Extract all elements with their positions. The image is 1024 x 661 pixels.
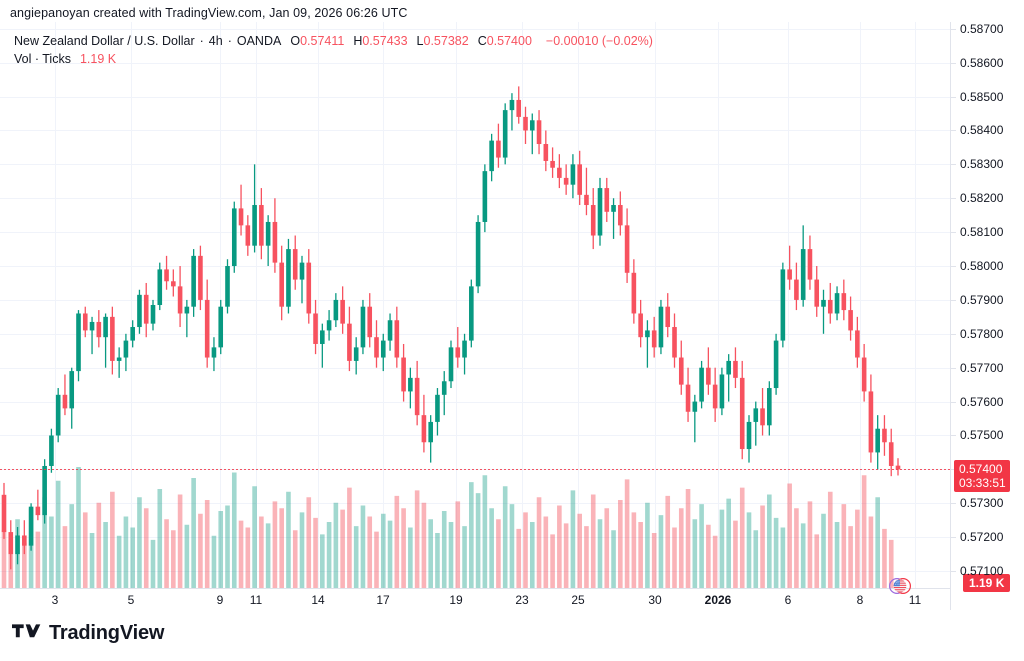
price-tick-label: 0.57600 — [960, 394, 1004, 409]
chart-gridlines — [0, 22, 950, 588]
chart-frame: New Zealand Dollar / U.S. Dollar · 4h · OAND… — [0, 22, 1024, 611]
time-tick-label: 23 — [515, 593, 529, 607]
price-scale[interactable]: 0.57400 03:33:51 1.19 K 0.58700 0.58600 0.… — [950, 22, 1024, 610]
time-tick-label: 14 — [311, 593, 325, 607]
price-scale-ticks — [951, 29, 956, 572]
time-tick-label: 17 — [376, 593, 390, 607]
time-tick-label: 11 — [908, 593, 922, 607]
price-tick-label: 0.58100 — [960, 225, 1004, 240]
price-tick-label: 0.57500 — [960, 428, 1004, 443]
time-tick-label: 9 — [216, 593, 224, 607]
time-tick-label: 19 — [449, 593, 463, 607]
price-tick-label: 0.58700 — [960, 21, 1004, 36]
volume-value-tag: 1.19 K — [963, 574, 1011, 592]
price-tick-label: 0.58400 — [960, 123, 1004, 138]
price-tick-label: 0.57900 — [960, 292, 1004, 307]
footer: TradingView — [0, 610, 1024, 661]
candlestick-series — [0, 86, 950, 588]
time-tick-label: 3 — [51, 593, 59, 607]
time-tick-label: 30 — [648, 593, 662, 607]
nzd-usd-flag-icon — [888, 577, 912, 595]
current-price-value: 0.57400 — [959, 462, 1003, 477]
time-tick-label: 8 — [856, 593, 864, 607]
price-tick-label: 0.58000 — [960, 259, 1004, 274]
chart-plot-area[interactable] — [0, 22, 950, 588]
attribution-text: angiepanoyan created with TradingView.co… — [10, 6, 408, 20]
price-tick-label: 0.58200 — [960, 191, 1004, 206]
price-tick-label: 0.57300 — [960, 496, 1004, 511]
time-tick-label: 5 — [127, 593, 135, 607]
time-scale[interactable]: 3 5 9 11 14 17 19 23 25 30 2026 6 8 11 — [0, 588, 950, 611]
time-tick-label: 6 — [784, 593, 792, 607]
price-tick-label: 0.57200 — [960, 530, 1004, 545]
price-tick-label: 0.57800 — [960, 326, 1004, 341]
tradingview-logo: TradingView — [12, 622, 164, 645]
price-tick-label: 0.58300 — [960, 157, 1004, 172]
time-tick-label: 25 — [571, 593, 585, 607]
current-price-tag: 0.57400 03:33:51 — [954, 460, 1010, 493]
price-tick-label: 0.57700 — [960, 360, 1004, 375]
time-tick-label: 11 — [249, 593, 263, 607]
tradingview-logo-icon — [12, 624, 41, 638]
price-tick-label: 0.58600 — [960, 55, 1004, 70]
bar-countdown: 03:33:51 — [959, 476, 1006, 491]
price-tick-label: 0.58500 — [960, 89, 1004, 104]
price-tick-label: 0.57100 — [960, 564, 1004, 579]
time-tick-label: 2026 — [704, 593, 732, 607]
tradingview-logo-text: TradingView — [49, 622, 165, 644]
